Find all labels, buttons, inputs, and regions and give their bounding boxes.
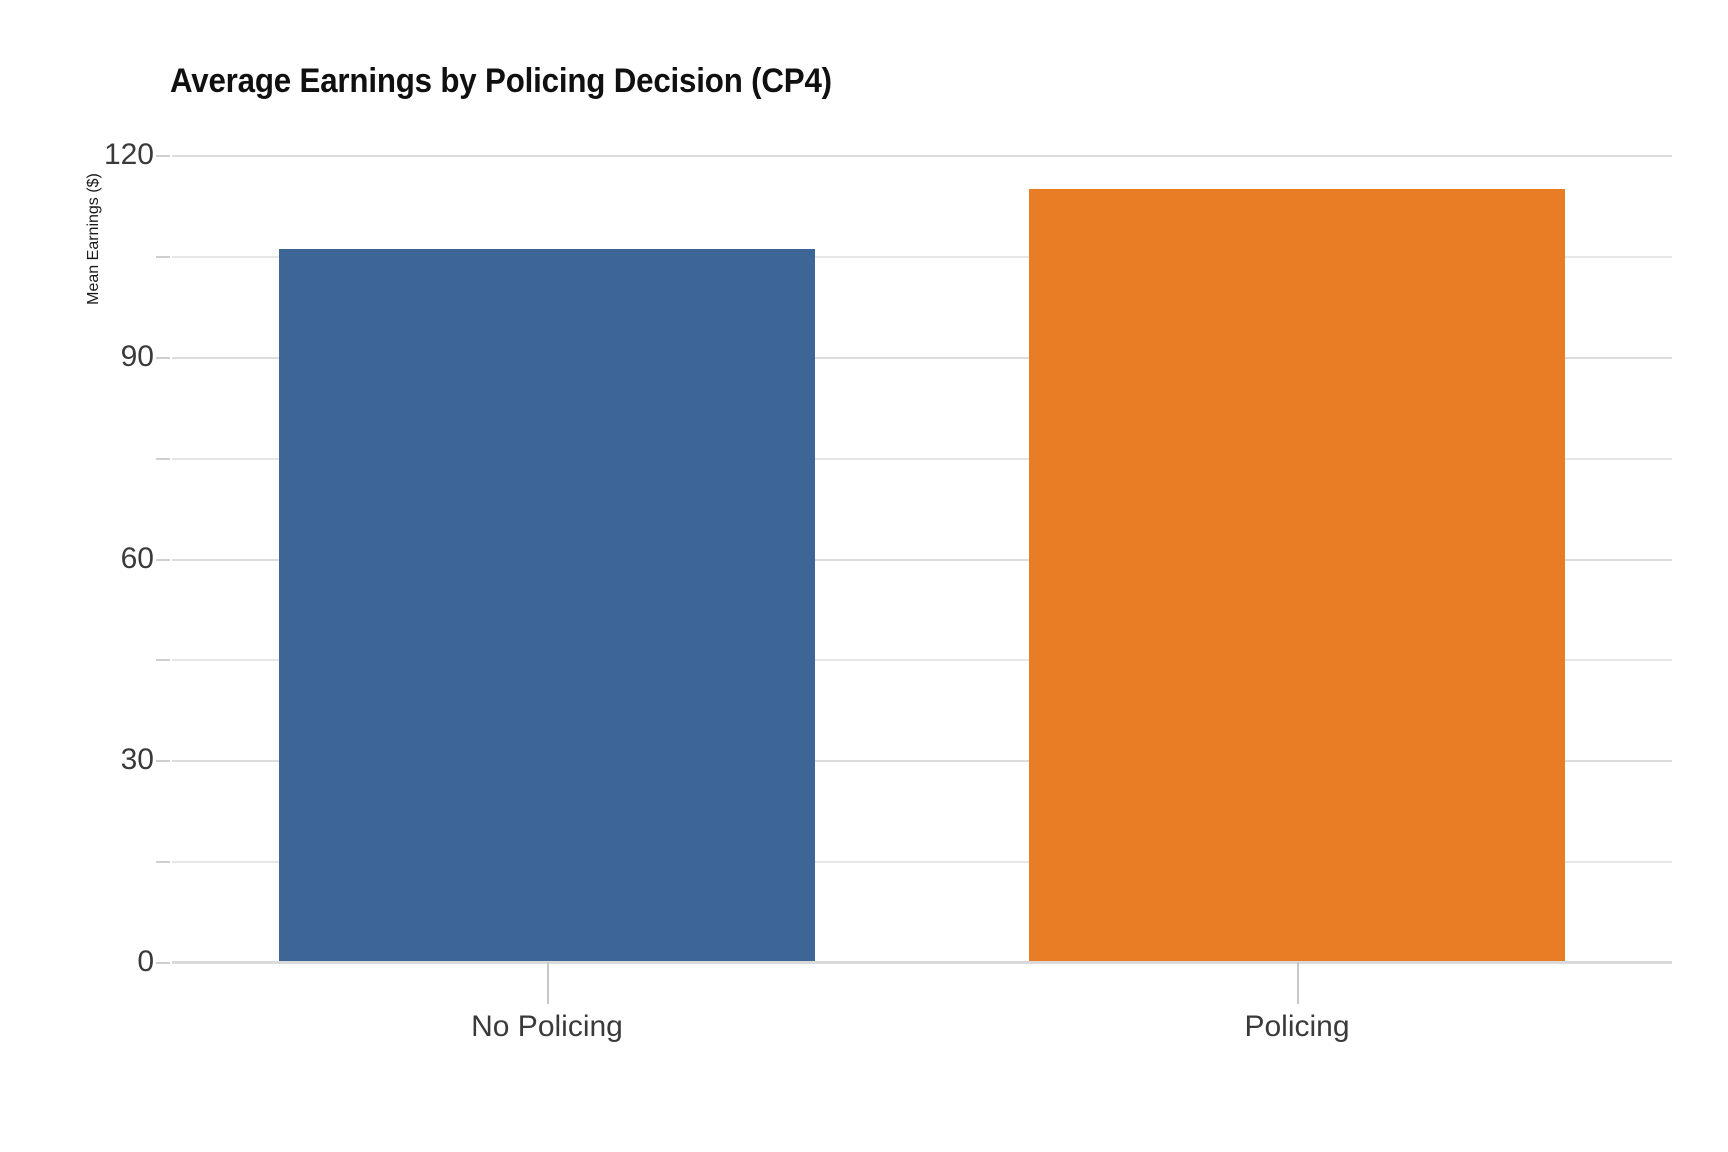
x-axis-line [172,961,1672,963]
gridline-minor [172,861,1672,864]
y-tick-label: 120 [103,138,154,171]
gridline-minor [172,457,1672,460]
x-tick-label: Policing [1244,1010,1350,1043]
y-tick-mark-minor [156,861,170,864]
gridline-major [172,356,1672,359]
y-tick-mark [156,760,170,763]
y-tick-mark [156,356,170,359]
bar-no-policing[interactable] [278,249,816,962]
gridline-major [172,155,1672,157]
x-tick-label: No Policing [471,1010,623,1043]
y-tick-mark-minor [156,457,170,460]
y-tick-mark [156,558,170,561]
y-tick-mark-minor [156,255,170,258]
gridline-minor [172,659,1672,662]
y-tick-label: 0 [137,945,154,978]
y-tick-label: 30 [120,743,154,777]
x-tick-mark [1297,962,1299,1004]
plot-area [156,155,1672,964]
chart-title: Average Earnings by Policing Decision (C… [170,62,832,100]
gridline-major [172,962,1672,964]
y-tick-mark [156,962,170,964]
gridline-minor [172,255,1672,258]
y-tick-label: 60 [120,541,154,575]
y-tick-label: 90 [120,339,154,373]
y-tick-mark-minor [156,659,170,662]
gridline-major [172,558,1672,561]
gridline-major [172,760,1672,763]
y-tick-mark [156,155,170,157]
x-tick-mark [547,962,549,1004]
bar-group [172,155,1672,962]
bar-policing[interactable] [1028,188,1566,962]
